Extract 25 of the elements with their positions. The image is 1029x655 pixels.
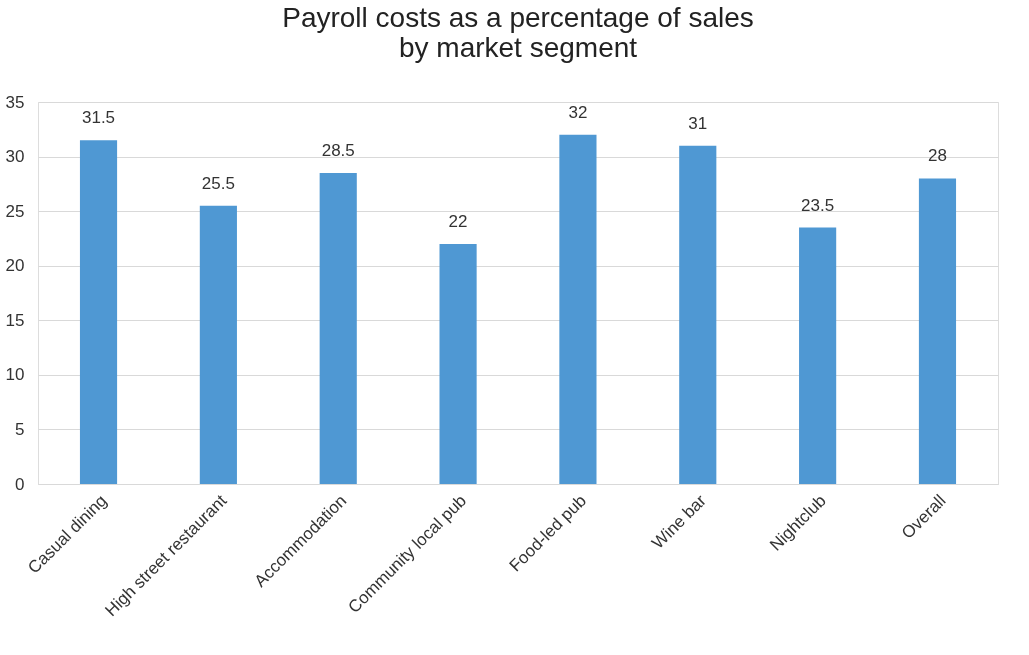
data-label: 28.5 <box>321 140 355 160</box>
chart-title: Payroll costs as a percentage of sales by market segment <box>282 2 754 63</box>
y-tick-label: 35 <box>5 92 25 112</box>
bar <box>199 205 237 484</box>
y-tick-label: 25 <box>5 201 25 221</box>
data-label: 31.5 <box>81 108 116 128</box>
bar <box>79 140 118 484</box>
data-label: 28 <box>928 146 947 166</box>
data-label: 22 <box>448 211 468 231</box>
y-tick-label: 0 <box>15 474 25 494</box>
data-label: 25.5 <box>201 173 235 193</box>
bar <box>799 227 837 484</box>
y-tick-label: 20 <box>5 256 25 276</box>
bar <box>439 243 477 484</box>
bar <box>319 172 357 484</box>
y-tick-label: 5 <box>15 419 25 439</box>
data-label: 23.5 <box>801 195 835 215</box>
data-label: 32 <box>568 102 588 122</box>
bar <box>918 178 957 484</box>
bar <box>559 134 597 484</box>
data-label: 31 <box>688 113 708 133</box>
y-tick-label: 10 <box>5 365 25 385</box>
bar <box>679 145 717 484</box>
y-tick-label: 30 <box>5 147 25 167</box>
y-tick-label: 15 <box>5 310 25 330</box>
